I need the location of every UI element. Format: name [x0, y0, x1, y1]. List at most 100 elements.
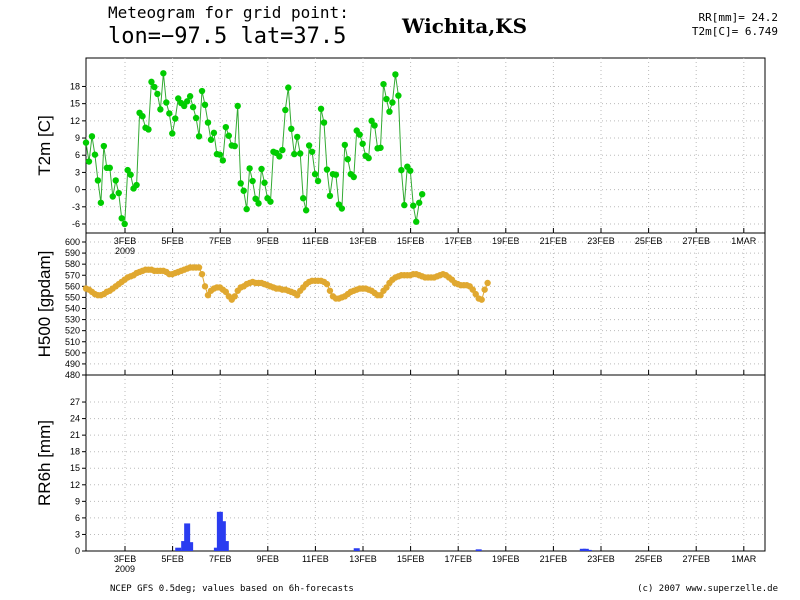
t2m-point — [234, 102, 241, 110]
grid-point-coordinates: lon=−97.5 lat=37.5 — [108, 24, 347, 49]
rr6h-xtick-label: 17FEB — [444, 554, 472, 564]
t2m-point — [148, 78, 155, 86]
t2m-point — [368, 117, 375, 125]
t2m-point — [294, 133, 301, 141]
rr6h-ytick-label: 6 — [75, 513, 80, 523]
rr6h-bar — [222, 541, 229, 551]
t2m-point — [407, 167, 414, 174]
t2m-ytick-label: -6 — [72, 219, 80, 229]
h500-point — [323, 280, 331, 288]
location-name: Wichita,KS — [402, 14, 528, 38]
t2m-point — [97, 199, 105, 206]
t2m-point — [183, 98, 191, 105]
rr6h-xtick-label: 9FEB — [257, 554, 280, 564]
t2m-point — [237, 180, 244, 187]
rr6h-xtick-label: 3FEB — [114, 554, 137, 564]
t2m-year-label: 2009 — [115, 246, 135, 256]
t2m-point — [115, 189, 122, 197]
h500-ytick-label: 480 — [65, 370, 80, 380]
t2m-point — [350, 173, 357, 181]
rr6h-bar — [187, 542, 194, 551]
t2m-point — [175, 95, 182, 102]
t2m-ytick-label: 18 — [70, 81, 80, 91]
t2m-point — [395, 92, 402, 99]
rr6h-frame — [85, 374, 766, 552]
t2m-point — [94, 177, 102, 184]
h500-ytick-label: 600 — [65, 237, 80, 247]
t2m-point — [308, 148, 316, 155]
h500-point — [484, 279, 491, 287]
t2m-point — [291, 150, 298, 158]
t2m-point — [285, 84, 292, 91]
t2m-point — [314, 177, 322, 185]
t2m-point — [201, 101, 209, 109]
rr6h-bar — [585, 549, 592, 551]
t2m-point — [380, 80, 387, 88]
t2m-point — [311, 170, 319, 178]
t2m-point — [243, 205, 250, 213]
t2m-point — [145, 126, 152, 133]
t2m-point — [252, 195, 259, 202]
t2m-point — [112, 177, 119, 184]
t2m-point — [288, 125, 295, 133]
t2m-point — [169, 130, 176, 137]
t2m-point — [160, 70, 167, 77]
rr6h-xtick-label: 5FEB — [161, 554, 184, 564]
t2m-point — [124, 166, 131, 174]
t2m-point — [299, 195, 307, 202]
t2m-axis-title: T2m [C] — [35, 115, 54, 175]
t2m-ytick-label: -3 — [72, 202, 80, 212]
rr6h-ytick-label: 9 — [75, 496, 80, 506]
t2m-point — [255, 200, 262, 207]
t2m-point — [186, 93, 194, 100]
t2m-point — [365, 154, 372, 162]
t2m-point — [401, 201, 408, 209]
rr6h-xtick-label: 21FEB — [540, 554, 568, 564]
t2m-point — [157, 106, 164, 113]
t2m-point — [332, 171, 340, 178]
t2m-point — [246, 165, 253, 172]
t2m-point — [338, 205, 346, 212]
t2m-point — [166, 110, 173, 117]
rr6h-bar — [353, 548, 360, 551]
h500-ytick-label: 540 — [65, 304, 80, 314]
t2m-summary: T2m[C]= 6.749 — [691, 25, 778, 38]
t2m-point — [100, 142, 108, 150]
rr6h-xtick-label: 7FEB — [209, 554, 232, 564]
t2m-point — [389, 99, 396, 106]
t2m-point — [356, 131, 363, 138]
rr6h-xtick-label: 1MAR — [731, 554, 757, 564]
t2m-point — [109, 193, 116, 200]
t2m-ytick-label: 6 — [75, 150, 80, 160]
h500-point — [326, 287, 334, 294]
t2m-point — [151, 83, 158, 91]
t2m-point — [118, 215, 125, 222]
h500-ytick-label: 570 — [65, 270, 80, 280]
t2m-point — [106, 164, 114, 172]
t2m-ytick-label: 15 — [70, 99, 80, 109]
t2m-point — [413, 218, 420, 225]
t2m-point — [276, 153, 283, 160]
t2m-point — [172, 115, 179, 122]
t2m-point — [133, 181, 140, 189]
t2m-point — [154, 90, 161, 98]
data-source-note: NCEP GFS 0.5deg; values based on 6h-fore… — [110, 584, 354, 594]
rr6h-xtick-label: 13FEB — [349, 554, 377, 564]
rr6h-ytick-label: 18 — [70, 447, 80, 457]
rr6h-ytick-label: 0 — [75, 546, 80, 556]
rr6h-bar — [219, 521, 226, 551]
t2m-point — [225, 132, 232, 139]
t2m-point — [418, 191, 426, 198]
t2m-point — [231, 142, 238, 150]
h500-ytick-label: 490 — [65, 359, 80, 369]
rr6h-ytick-label: 3 — [75, 529, 80, 539]
rr6h-ytick-label: 15 — [70, 463, 80, 473]
h500-point — [231, 293, 238, 300]
t2m-point — [210, 129, 218, 137]
h500-ytick-label: 560 — [65, 281, 80, 291]
t2m-point — [282, 106, 289, 114]
h500-point — [201, 283, 209, 290]
rr6h-bar — [475, 549, 482, 551]
